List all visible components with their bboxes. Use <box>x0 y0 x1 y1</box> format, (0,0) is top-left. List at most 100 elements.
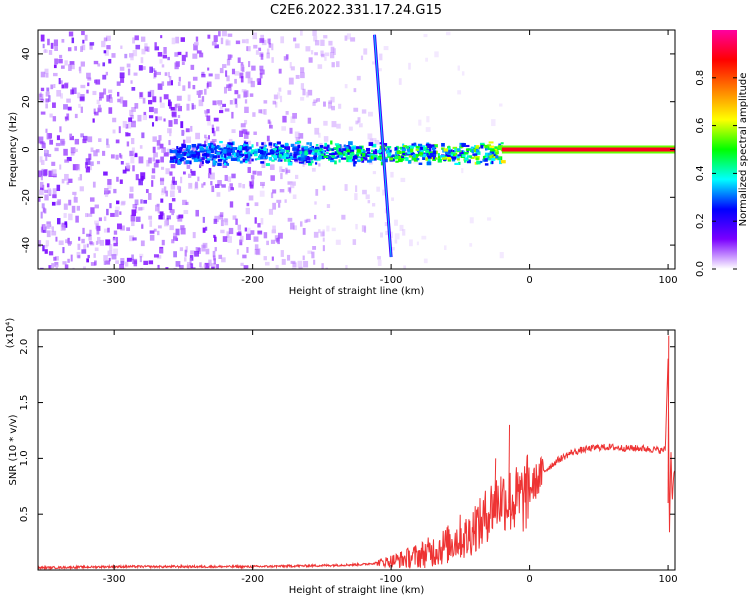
band-cell <box>374 149 377 153</box>
band-cell <box>258 154 264 158</box>
band-cell <box>212 155 218 159</box>
noise-cell <box>394 233 400 240</box>
noise-cell <box>152 136 157 142</box>
noise-cell <box>82 227 85 235</box>
noise-cell <box>283 56 289 61</box>
band-cell <box>199 149 205 153</box>
noise-cell <box>312 30 317 36</box>
noise-cell <box>102 74 107 80</box>
noise-cell <box>103 260 106 265</box>
noise-cell <box>270 239 276 244</box>
noise-cell <box>104 50 109 56</box>
noise-cell <box>231 129 236 134</box>
noise-cell <box>249 181 254 189</box>
band-cell <box>176 156 181 159</box>
noise-cell <box>194 250 200 257</box>
noise-cell <box>182 171 186 175</box>
noise-cell <box>409 239 413 247</box>
noise-cell <box>312 246 317 250</box>
noise-cell <box>313 259 316 265</box>
noise-cell <box>322 237 325 242</box>
band-cell <box>261 142 264 146</box>
noise-cell <box>272 202 277 210</box>
band-cell <box>492 149 496 152</box>
snr-spike <box>494 458 497 504</box>
noise-cell <box>130 80 133 84</box>
band-cell <box>310 147 315 152</box>
noise-cell <box>225 70 228 77</box>
band-cell <box>497 145 503 149</box>
band-cell <box>347 152 352 155</box>
noise-cell <box>40 34 45 42</box>
band-cell <box>238 150 241 154</box>
noise-cell <box>139 256 142 263</box>
band-cell <box>235 152 240 157</box>
noise-cell <box>296 157 299 163</box>
noise-cell <box>102 150 106 156</box>
noise-cell <box>74 46 77 51</box>
band-cell <box>226 156 231 159</box>
noise-cell <box>259 65 264 71</box>
noise-cell <box>140 36 146 42</box>
band-cell <box>431 153 437 157</box>
noise-cell <box>240 262 244 267</box>
noise-cell <box>107 240 111 246</box>
noise-cell <box>277 237 280 245</box>
noise-cell <box>103 50 107 54</box>
noise-cell <box>160 156 164 163</box>
band-cell <box>473 148 477 153</box>
band-cell <box>333 147 338 150</box>
noise-cell <box>83 244 87 250</box>
spectrogram-texture <box>38 30 675 269</box>
noise-cell <box>171 111 176 117</box>
band-cell <box>226 152 232 156</box>
noise-cell <box>86 258 90 263</box>
noise-cell <box>190 64 195 70</box>
noise-cell <box>234 90 239 95</box>
band-cell <box>425 157 428 161</box>
noise-cell <box>55 142 61 147</box>
noise-cell <box>39 186 44 190</box>
noise-cell <box>90 262 96 266</box>
noise-cell <box>167 71 170 78</box>
band-cell <box>346 148 351 152</box>
band-cell <box>412 154 416 158</box>
noise-cell <box>260 181 265 186</box>
noise-cell <box>115 206 120 210</box>
noise-cell <box>185 128 190 133</box>
band-cell <box>426 161 432 166</box>
band-cell <box>239 160 243 164</box>
band-cell <box>491 157 496 161</box>
band-cell <box>448 149 451 154</box>
band-cell <box>283 152 287 156</box>
band-cell <box>344 146 349 149</box>
noise-cell <box>266 135 270 142</box>
noise-cell <box>175 228 180 236</box>
noise-cell <box>208 259 212 267</box>
band-cell <box>298 157 304 161</box>
band-cell <box>419 150 424 154</box>
noise-cell <box>61 84 65 89</box>
noise-cell <box>118 126 121 134</box>
noise-cell <box>211 127 215 134</box>
band-cell <box>497 147 500 151</box>
noise-cell <box>177 82 181 86</box>
noise-cell <box>106 208 109 216</box>
noise-cell <box>60 80 63 84</box>
band-cell <box>175 152 180 156</box>
noise-cell <box>42 245 45 252</box>
band-cell <box>246 158 250 162</box>
band-cell <box>372 150 378 155</box>
noise-cell <box>126 257 132 262</box>
noise-cell <box>259 73 263 79</box>
noise-cell <box>172 180 177 185</box>
noise-cell <box>300 67 305 73</box>
band-cell <box>497 156 501 161</box>
band-cell <box>322 153 326 157</box>
noise-cell <box>341 214 346 220</box>
noise-cell <box>223 86 227 94</box>
noise-cell <box>232 215 237 220</box>
noise-cell <box>170 80 173 86</box>
noise-cell <box>94 220 99 225</box>
noise-cell <box>255 248 261 256</box>
